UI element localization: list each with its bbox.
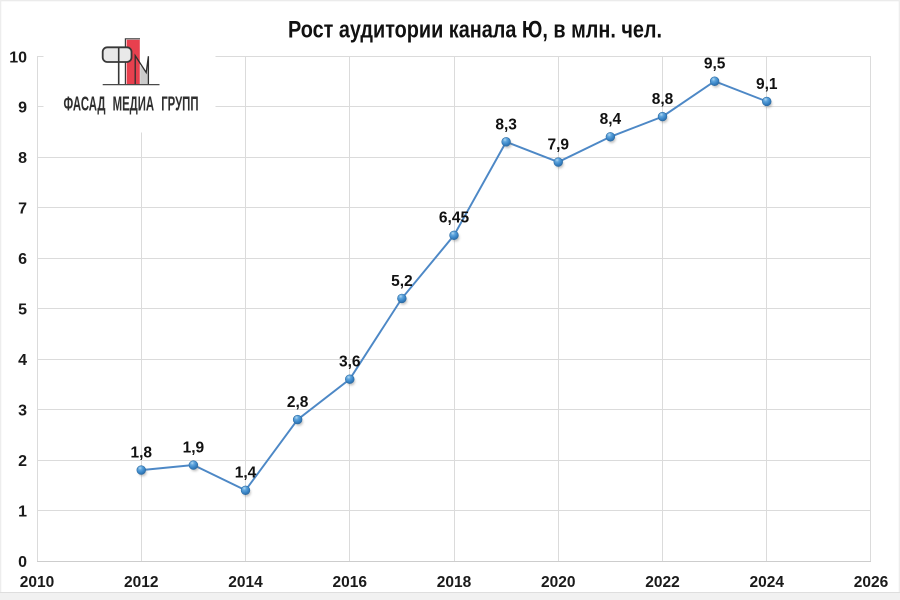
svg-text:9,5: 9,5: [704, 56, 726, 73]
svg-text:2014: 2014: [228, 574, 263, 591]
svg-text:5,2: 5,2: [391, 273, 413, 290]
svg-text:2: 2: [18, 453, 27, 470]
svg-text:1: 1: [18, 503, 27, 520]
svg-text:2012: 2012: [124, 574, 158, 591]
svg-text:1,8: 1,8: [130, 445, 152, 462]
svg-text:9,1: 9,1: [756, 76, 778, 93]
svg-text:6: 6: [18, 251, 27, 268]
svg-text:8,4: 8,4: [600, 111, 622, 128]
svg-text:8,8: 8,8: [652, 91, 674, 108]
svg-text:2026: 2026: [854, 574, 889, 591]
svg-text:3: 3: [18, 402, 27, 419]
svg-text:4: 4: [18, 352, 27, 369]
svg-text:2016: 2016: [333, 574, 368, 591]
svg-text:8,3: 8,3: [495, 116, 517, 133]
svg-text:3,6: 3,6: [339, 354, 361, 371]
svg-text:2,8: 2,8: [287, 394, 309, 411]
svg-text:9: 9: [18, 99, 27, 116]
svg-text:0: 0: [18, 554, 27, 571]
svg-text:2022: 2022: [645, 574, 679, 591]
svg-text:ФАСАД МЕДИА ГРУПП: ФАСАД МЕДИА ГРУПП: [64, 94, 199, 116]
svg-text:Рост аудитории канала Ю, в млн: Рост аудитории канала Ю, в млн. чел.: [288, 17, 662, 44]
svg-text:8: 8: [18, 150, 27, 167]
svg-text:2010: 2010: [20, 574, 54, 591]
svg-text:7,9: 7,9: [547, 136, 569, 153]
svg-text:2018: 2018: [437, 574, 472, 591]
svg-text:2020: 2020: [541, 574, 575, 591]
svg-text:7: 7: [18, 200, 27, 217]
svg-text:10: 10: [9, 49, 27, 66]
svg-text:1,4: 1,4: [235, 465, 257, 482]
svg-text:6,45: 6,45: [439, 210, 470, 227]
svg-text:1,9: 1,9: [183, 439, 205, 456]
svg-text:5: 5: [18, 301, 27, 318]
svg-text:2024: 2024: [750, 574, 785, 591]
